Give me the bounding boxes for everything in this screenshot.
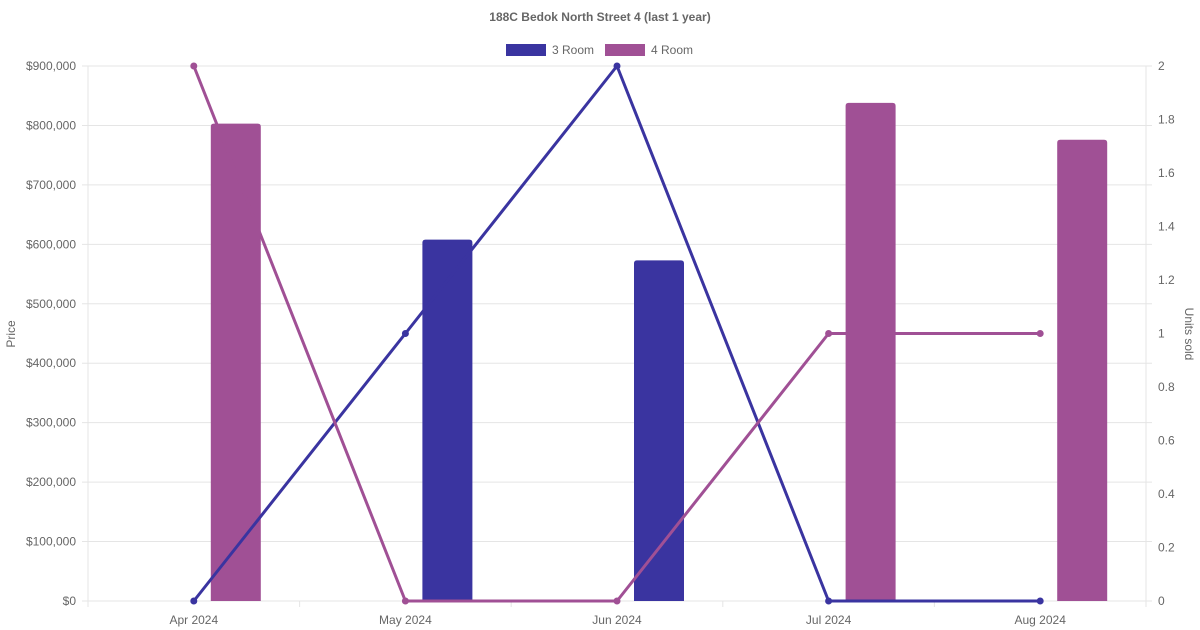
right-axis-tick-label: 1.4: [1158, 220, 1175, 234]
left-axis-ticks: $0 $100,000 $200,000 $300,000 $400,000 $500,0…: [26, 59, 76, 608]
point-3-room[interactable]: [1036, 597, 1044, 605]
point-3-room[interactable]: [401, 330, 409, 337]
left-axis-tick-label: $0: [63, 594, 77, 608]
point-4-room[interactable]: [190, 62, 198, 70]
point-3-room[interactable]: [613, 62, 621, 70]
right-axis-tick-label: 0.6: [1158, 434, 1175, 448]
left-axis-tick-label: $100,000: [26, 535, 76, 549]
point-4-room[interactable]: [401, 597, 409, 605]
line-4-room[interactable]: [192, 65, 1041, 603]
point-4-room[interactable]: [613, 597, 621, 605]
x-axis-tick-label: Jun 2024: [592, 613, 642, 627]
bar-3-room[interactable]: [634, 260, 684, 601]
right-axis-tick-label: 0: [1158, 594, 1165, 608]
bar-4-room[interactable]: [1057, 139, 1108, 601]
left-axis-tick-label: $400,000: [26, 356, 76, 370]
left-axis-tick-label: $600,000: [26, 237, 76, 251]
legend-swatch-4-room[interactable]: [605, 44, 645, 56]
left-axis-tick-label: $800,000: [26, 118, 76, 132]
left-axis-tick-label: $300,000: [26, 416, 76, 430]
left-axis-tick-label: $900,000: [26, 59, 76, 73]
chart-title: 188C Bedok North Street 4 (last 1 year): [489, 10, 710, 24]
bar-4-room[interactable]: [845, 102, 896, 601]
point-4-room[interactable]: [825, 330, 833, 337]
x-axis-tick-label: Jul 2024: [806, 613, 852, 627]
legend-swatch-3-room[interactable]: [506, 44, 546, 56]
x-axis-tick-label: May 2024: [379, 613, 432, 627]
x-axis-tick-label: Aug 2024: [1015, 613, 1067, 627]
point-3-room[interactable]: [190, 597, 198, 605]
right-axis-tick-label: 0.2: [1158, 541, 1175, 555]
right-axis-tick-label: 1.2: [1158, 273, 1175, 287]
y-axis-title-units-sold: Units sold: [1182, 308, 1196, 361]
right-axis-tick-label: 0.4: [1158, 487, 1175, 501]
x-axis-tick-label: Apr 2024: [169, 613, 218, 627]
bars: [210, 102, 1108, 602]
x-axis-ticks: Apr 2024 May 2024 Jun 2024 Jul 2024 Aug 2024: [169, 613, 1066, 627]
bar-4-room[interactable]: [210, 123, 261, 602]
y-axis-title-price: Price: [4, 320, 18, 348]
left-axis-tick-label: $700,000: [26, 178, 76, 192]
right-axis-ticks: 0 0.2 0.4 0.6 0.8 1 1.2 1.4 1.6 1.8 2: [1158, 59, 1175, 608]
right-axis-tick-label: 1.6: [1158, 166, 1175, 180]
points: [190, 62, 1044, 605]
bar-3-room[interactable]: [422, 239, 473, 602]
legend-label-3-room[interactable]: 3 Room: [552, 43, 594, 57]
right-axis-tick-label: 0.8: [1158, 380, 1175, 394]
legend-label-4-room[interactable]: 4 Room: [651, 43, 693, 57]
point-3-room[interactable]: [825, 597, 833, 605]
legend[interactable]: 3 Room 4 Room: [506, 43, 693, 57]
point-4-room[interactable]: [1036, 330, 1044, 337]
right-axis-tick-label: 1: [1158, 327, 1165, 341]
left-axis-tick-label: $200,000: [26, 475, 76, 489]
left-axis-tick-label: $500,000: [26, 297, 76, 311]
right-axis-tick-label: 2: [1158, 59, 1165, 73]
lines: [192, 64, 1041, 603]
right-axis-tick-label: 1.8: [1158, 113, 1175, 127]
